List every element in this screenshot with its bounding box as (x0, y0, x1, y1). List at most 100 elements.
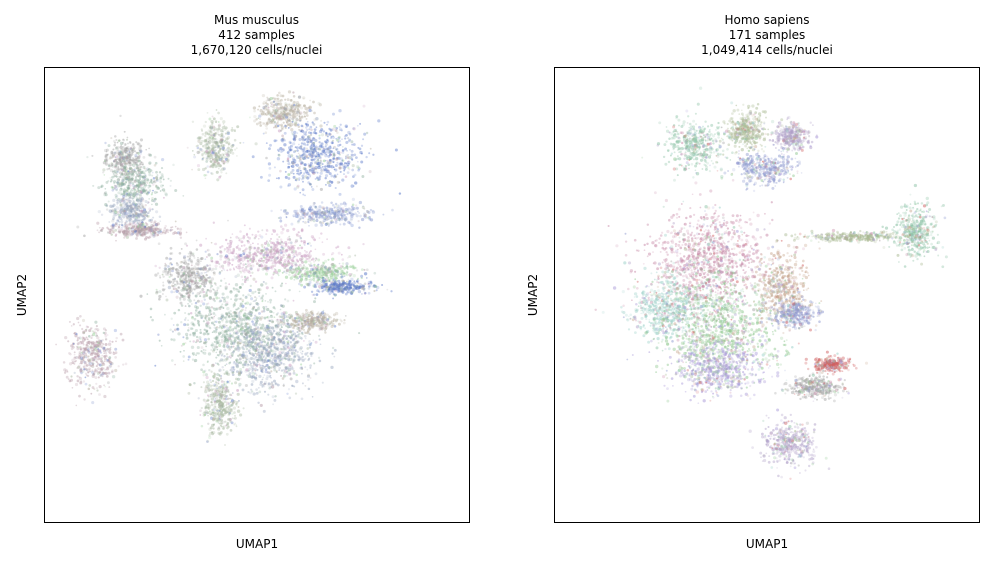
umap-point (207, 352, 212, 356)
umap-point (284, 126, 287, 129)
umap-point (305, 147, 309, 150)
umap-point (127, 158, 131, 162)
umap-point (116, 178, 120, 182)
umap-point (129, 189, 133, 192)
umap-point (249, 259, 252, 262)
umap-point (260, 283, 264, 287)
umap-point (214, 264, 218, 268)
umap-point (278, 150, 280, 152)
umap-point (151, 198, 155, 203)
umap-point (129, 194, 132, 197)
umap-point (217, 320, 221, 324)
umap-point (322, 168, 325, 172)
umap-point (275, 177, 278, 180)
umap-point (131, 173, 135, 176)
umap-point (330, 270, 334, 275)
umap-point (310, 259, 313, 261)
umap-point (297, 166, 301, 170)
umap-point (276, 260, 280, 264)
umap-point (188, 299, 192, 303)
umap-point (323, 121, 326, 124)
umap-point (117, 168, 120, 171)
umap-point (311, 165, 314, 168)
umap-point (258, 263, 262, 267)
umap-point (111, 224, 115, 228)
umap-point (295, 102, 298, 105)
umap-point (126, 155, 130, 159)
umap-point (126, 147, 130, 151)
umap-point (226, 306, 230, 311)
umap-point (124, 177, 127, 180)
umap-point (152, 177, 156, 180)
umap-point (104, 188, 107, 190)
umap-point (304, 122, 308, 126)
umap-point (140, 171, 144, 174)
umap-point (216, 373, 220, 376)
umap-point (330, 263, 333, 266)
umap-point (120, 181, 124, 185)
umap-point (130, 168, 134, 172)
umap-point (296, 104, 300, 107)
umap-point (126, 174, 129, 177)
umap-point (206, 165, 209, 168)
umap-point (175, 262, 178, 265)
umap-point (340, 253, 343, 256)
umap-point (130, 206, 134, 210)
umap-point (158, 266, 161, 269)
umap-point (304, 215, 307, 218)
umap-point (125, 147, 128, 150)
umap-point (265, 286, 269, 290)
umap-point (139, 144, 143, 148)
umap-point (345, 262, 349, 266)
umap-point (172, 287, 175, 291)
umap-point (144, 182, 146, 184)
umap-point (121, 153, 124, 156)
umap-point (150, 193, 153, 196)
umap-point (115, 161, 119, 165)
umap-point (313, 141, 316, 144)
umap-point (128, 174, 132, 178)
umap-point (335, 246, 338, 249)
umap-point (205, 307, 208, 310)
umap-point (194, 312, 197, 314)
umap-point (313, 128, 317, 131)
umap-point (294, 272, 298, 276)
umap-point (365, 131, 369, 135)
umap-point (307, 241, 311, 245)
umap-point (294, 263, 298, 267)
umap-point (296, 220, 300, 224)
umap-point (126, 201, 129, 204)
umap-point (338, 216, 340, 219)
umap-point (119, 173, 123, 177)
umap-point (287, 126, 290, 129)
umap-point (144, 189, 147, 193)
umap-point (299, 208, 303, 212)
umap-point (121, 150, 125, 154)
umap-point (347, 246, 351, 250)
umap-point (326, 120, 330, 124)
umap-point (127, 178, 132, 182)
umap-point (313, 111, 316, 115)
umap-point (205, 273, 208, 277)
umap-point (297, 265, 300, 268)
umap-point (124, 147, 128, 150)
umap-point (321, 213, 325, 217)
umap-point (343, 135, 347, 138)
umap-point (132, 158, 136, 162)
umap-point (296, 172, 299, 175)
umap-point (346, 268, 349, 270)
umap-point (123, 165, 127, 169)
umap-point (292, 172, 295, 175)
umap-point (338, 267, 340, 269)
umap-point (119, 141, 124, 146)
umap-point (200, 346, 204, 349)
umap-point (357, 168, 360, 172)
umap-point (144, 169, 147, 173)
umap-point (138, 162, 142, 166)
umap-point (334, 202, 338, 206)
umap-point (356, 166, 360, 169)
umap-point (157, 242, 161, 246)
umap-point (225, 160, 230, 164)
umap-point (296, 132, 299, 134)
umap-point (349, 274, 352, 277)
